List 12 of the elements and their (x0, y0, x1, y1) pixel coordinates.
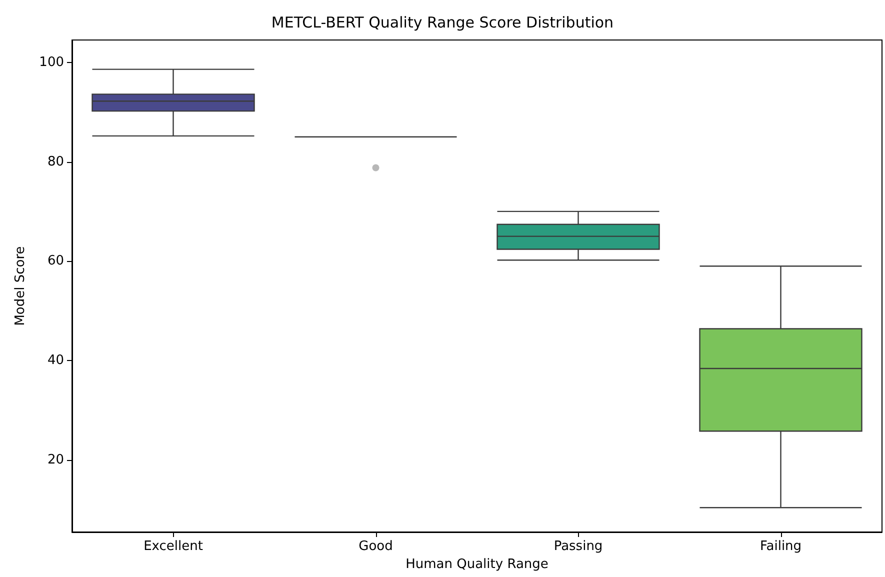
y-axis-title: Model Score (13, 246, 28, 326)
x-tick-label: Excellent (144, 539, 203, 554)
x-tick-label: Good (358, 539, 393, 554)
x-tick-label: Failing (760, 539, 802, 554)
x-axis-title: Human Quality Range (406, 556, 548, 572)
x-tick-label: Passing (554, 539, 603, 554)
y-tick-label: 40 (47, 353, 64, 368)
chart-title: METCL-BERT Quality Range Score Distribution (271, 14, 614, 32)
y-tick-label: 80 (47, 154, 64, 170)
y-tick-label: 100 (39, 54, 64, 70)
y-tick-label: 60 (47, 254, 64, 269)
y-tick-label: 20 (47, 452, 64, 468)
